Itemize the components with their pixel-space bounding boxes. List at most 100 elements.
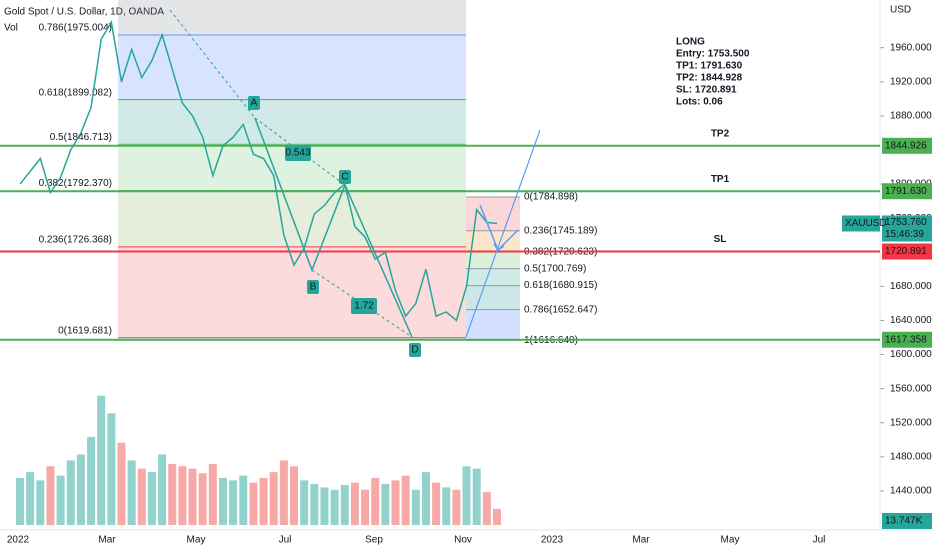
volume-bar — [218, 478, 227, 525]
pattern-point-box — [248, 96, 260, 110]
volume-bar — [462, 466, 471, 525]
volume-bar — [401, 475, 410, 525]
currency: USD — [890, 5, 911, 16]
fib-label: 0.786(1652.647) — [524, 304, 597, 315]
pattern-point-box — [339, 170, 351, 184]
volume-bar — [117, 442, 126, 525]
fib-band — [466, 309, 520, 341]
projection-line — [465, 129, 541, 338]
volume-bar — [127, 460, 136, 525]
price-tag — [882, 331, 932, 348]
volume-bar — [16, 478, 24, 525]
volume-bar — [168, 463, 177, 525]
volume-bar — [178, 466, 187, 525]
fib-band — [118, 0, 466, 35]
volume-bar — [290, 466, 299, 525]
volume-bar — [361, 489, 370, 525]
y-tick-label: 1920.000 — [890, 76, 932, 87]
volume-bar — [452, 489, 461, 525]
y-tick-label: 1440.000 — [890, 486, 932, 497]
fib-band — [118, 34, 466, 100]
info-line: LONG — [676, 37, 705, 48]
volume-title: Vol — [4, 23, 18, 34]
symbol-tag-label: XAUUSD — [845, 218, 887, 229]
volume-bar — [87, 436, 96, 525]
price-tag — [882, 243, 932, 260]
pattern-ratio-box — [285, 145, 311, 161]
price-tag — [882, 137, 932, 154]
x-tick-label: Sep — [365, 535, 383, 546]
fib-band — [118, 99, 466, 145]
info-line: TP1: 1791.630 — [676, 61, 743, 72]
info-line: Entry: 1753.500 — [676, 49, 750, 60]
volume-tag — [882, 513, 932, 529]
volume-bar — [26, 472, 35, 525]
fib-label: 0(1784.898) — [524, 192, 578, 203]
volume-bar — [229, 480, 238, 525]
volume-bar — [249, 482, 258, 525]
x-tick-label: Nov — [454, 535, 472, 546]
symbol-tag — [842, 215, 880, 232]
y-tick-label: 1480.000 — [890, 451, 932, 462]
price-tag-label: 1791.630 — [885, 186, 927, 197]
volume-bar — [36, 480, 45, 525]
volume-bar — [279, 460, 288, 525]
volume-bar — [239, 475, 248, 525]
volume-bar — [421, 472, 430, 525]
last-price-tag — [882, 215, 932, 242]
projection-arrow — [479, 204, 519, 252]
volume-bar — [97, 395, 106, 525]
x-tick-label: May — [721, 535, 740, 546]
pattern-point: A — [251, 98, 258, 109]
fib-label: 0.236(1726.368) — [39, 234, 112, 245]
volume-bar — [56, 475, 65, 525]
level-name: TP1 — [711, 174, 730, 185]
y-tick-label: 1520.000 — [890, 417, 932, 428]
fib-label: 0(1619.681) — [58, 325, 112, 336]
volume-bar — [259, 478, 268, 525]
info-line: Lots: 0.06 — [676, 97, 723, 108]
pattern-point: D — [411, 345, 418, 356]
volume-bar — [208, 463, 217, 525]
x-tick-label: 2023 — [541, 535, 564, 546]
fib-band — [466, 230, 520, 252]
fib-band — [466, 285, 520, 310]
volume-bar — [442, 487, 451, 525]
fib-band — [466, 268, 520, 286]
fib-label: 0.618(1899.082) — [39, 87, 112, 98]
price-tag-label: 1844.926 — [885, 140, 927, 151]
countdown: 15:46:39 — [885, 229, 924, 240]
pattern-line — [254, 117, 413, 338]
volume-bar — [198, 473, 207, 525]
volume-bar — [66, 460, 75, 525]
volume-bar — [493, 508, 501, 525]
fib-label: 0.236(1745.189) — [524, 225, 597, 236]
volume-bar — [310, 483, 319, 525]
price-line — [19, 20, 498, 322]
volume-bar — [107, 413, 116, 525]
pattern-ratio: 0.543 — [285, 148, 310, 159]
volume-bar — [472, 468, 481, 525]
pattern-point-box — [409, 343, 421, 357]
volume-bar — [269, 472, 278, 525]
volume-bar — [137, 468, 146, 525]
volume-bar — [320, 487, 329, 525]
volume-bar — [340, 485, 349, 525]
y-tick-label: 1560.000 — [890, 383, 932, 394]
volume-bar — [188, 468, 197, 525]
y-tick-label: 1600.000 — [890, 349, 932, 360]
x-tick-label: Jul — [279, 535, 292, 546]
y-tick-label: 1680.000 — [890, 281, 932, 292]
level-name: TP2 — [711, 128, 730, 139]
volume-bar — [158, 454, 167, 525]
y-tick-label: 1960.000 — [890, 42, 932, 53]
volume-bar — [391, 480, 400, 525]
fib-label: 0.618(1680.915) — [524, 280, 597, 291]
volume-bar — [482, 492, 491, 525]
y-tick-label: 1880.000 — [890, 111, 932, 122]
x-tick-label: Mar — [98, 535, 116, 546]
volume-tag-label: 13.747K — [885, 516, 923, 527]
pattern-point-box — [307, 280, 319, 294]
volume-bar — [76, 454, 85, 525]
pattern-ratio: 1.72 — [354, 301, 374, 312]
